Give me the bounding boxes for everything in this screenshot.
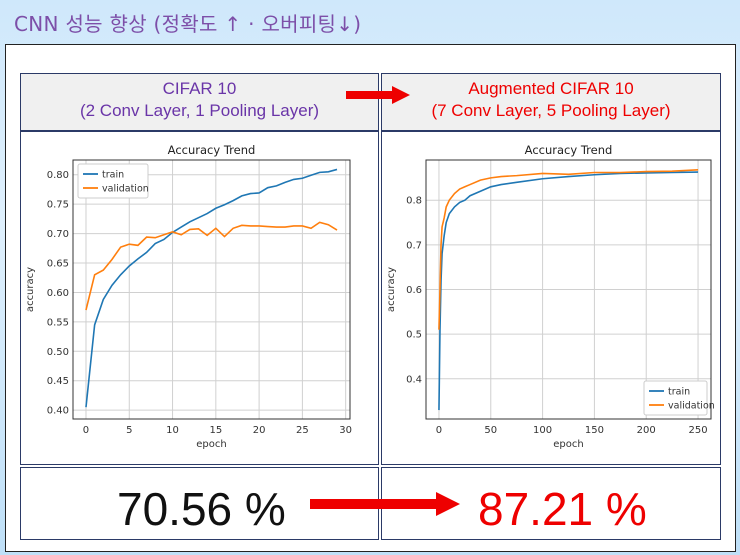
y-tick-label: 0.80 [47, 170, 69, 181]
chart-title: Accuracy Trend [525, 143, 613, 157]
left-accuracy-result: 70.56 % [117, 483, 286, 535]
header-right: Augmented CIFAR 10 (7 Conv Layer, 5 Pool… [381, 73, 721, 131]
header-arrow-icon [346, 86, 410, 104]
y-tick-label: 0.50 [47, 347, 69, 358]
y-axis-label: accuracy [386, 267, 397, 312]
validation-line [85, 221, 338, 311]
x-tick-label: 30 [339, 425, 352, 436]
x-tick-label: 20 [253, 425, 266, 436]
x-tick-label: 25 [296, 425, 309, 436]
validation-line [438, 169, 699, 330]
header-left: CIFAR 10 (2 Conv Layer, 1 Pooling Layer) [20, 73, 379, 131]
right-chart-cell: 0 50 100 150 200 250 0.4 0.5 0.6 0.7 0.8 Accuracy T… [381, 131, 721, 465]
y-tick-label: 0.55 [47, 317, 69, 328]
y-tick-label: 0.40 [47, 406, 69, 417]
x-tick-label: 0 [83, 425, 89, 436]
y-axis-label: accuracy [25, 267, 36, 312]
y-tick-label: 0.5 [406, 330, 422, 341]
x-tick-label: 200 [637, 425, 656, 436]
left-chart-cell: 0 5 10 15 20 25 30 0.40 0.45 0.50 0.55 0.60 0.65 0.70… [20, 131, 379, 465]
x-tick-label: 50 [484, 425, 497, 436]
right-accuracy-result: 87.21 % [478, 483, 647, 535]
x-tick-label: 5 [126, 425, 132, 436]
y-tick-label: 0.70 [47, 229, 69, 240]
plot-frame [72, 159, 351, 420]
left-architecture-label: (2 Conv Layer, 1 Pooling Layer) [79, 101, 320, 120]
y-tick-label: 0.4 [406, 374, 422, 385]
right-architecture-label: (7 Conv Layer, 5 Pooling Layer) [431, 101, 671, 120]
right-accuracy-chart: 0 50 100 150 200 250 0.4 0.5 0.6 0.7 0.8 Accuracy T… [386, 143, 715, 450]
x-tick-label: 100 [533, 425, 552, 436]
train-line [85, 168, 338, 408]
slide-title: CNN 성능 향상 (정확도 ↑ · 오버피팅↓) [14, 12, 362, 36]
legend-label-validation: validation [668, 401, 715, 412]
y-tick-label: 0.7 [406, 240, 422, 251]
x-tick-label: 150 [585, 425, 604, 436]
x-tick-label: 15 [209, 425, 222, 436]
legend-box [77, 163, 149, 199]
result-arrow-icon [310, 492, 460, 516]
y-tick-label: 0.6 [406, 285, 422, 296]
x-tick-label: 10 [166, 425, 179, 436]
y-tick-label: 0.8 [406, 196, 422, 207]
legend-label-train: train [668, 387, 690, 398]
left-dataset-label: CIFAR 10 [162, 79, 237, 98]
y-tick-label: 0.65 [47, 259, 69, 270]
right-dataset-label: Augmented CIFAR 10 [468, 79, 634, 98]
x-tick-label: 0 [436, 425, 442, 436]
plot-frame [425, 159, 712, 420]
chart-title: Accuracy Trend [168, 143, 256, 157]
legend-label-validation: validation [102, 184, 149, 195]
legend-box [643, 380, 708, 416]
train-line [438, 171, 699, 411]
legend-label-train: train [102, 170, 124, 181]
x-tick-label: 250 [688, 425, 707, 436]
right-result-cell: 87.21 % [381, 467, 721, 540]
x-axis-label: epoch [196, 439, 226, 450]
y-tick-label: 0.60 [47, 288, 69, 299]
y-tick-label: 0.75 [47, 200, 69, 211]
left-result-cell: 70.56 % [20, 467, 379, 540]
x-axis-label: epoch [553, 439, 583, 450]
left-accuracy-chart: 0 5 10 15 20 25 30 0.40 0.45 0.50 0.55 0.60 0.65 0.70… [25, 143, 352, 450]
y-tick-label: 0.45 [47, 376, 69, 387]
